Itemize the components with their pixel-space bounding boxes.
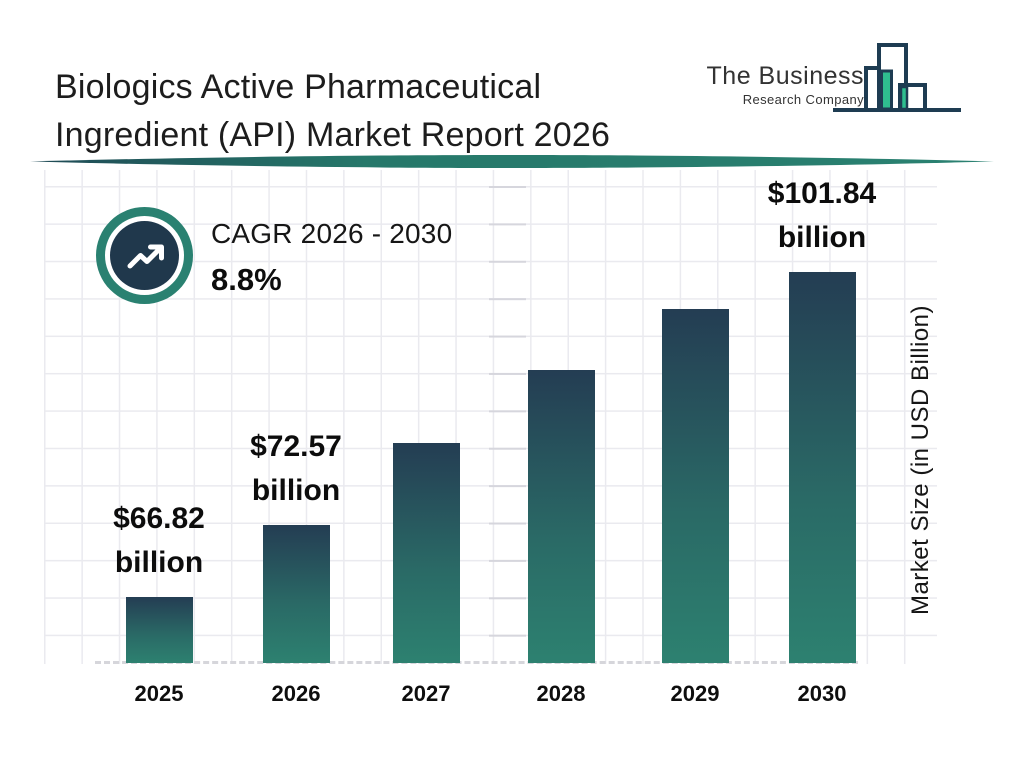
cagr-badge: [96, 207, 193, 304]
bar-2027: [392, 443, 460, 663]
logo-company-name: The Business: [706, 62, 864, 90]
cagr-label: CAGR 2026 - 2030: [211, 218, 453, 249]
x-tick-2030: 2030: [797, 681, 847, 706]
bar-2025: [125, 597, 193, 663]
bar-2026: [262, 525, 330, 663]
value-label-2030: $101.84 billion: [767, 177, 877, 254]
y-axis-title: Market Size (in USD Billion): [907, 304, 934, 616]
x-axis-baseline: [95, 661, 858, 664]
axis-tick-marks: [489, 186, 526, 639]
x-tick-2025: 2025: [134, 681, 184, 706]
bar-2030: [788, 272, 856, 663]
x-tick-2029: 2029: [670, 681, 720, 706]
logo-company-subname: Research Company: [742, 92, 864, 107]
x-tick-2026: 2026: [271, 681, 321, 706]
value-label-2026: $72.57 billion: [250, 430, 342, 507]
cagr-value: 8.8%: [211, 262, 282, 297]
logo-bars-icon: [833, 43, 961, 112]
cagr-badge-ring: [105, 216, 184, 295]
page-title: Biologics Active Pharmaceutical Ingredie…: [55, 67, 611, 154]
x-tick-2027: 2027: [401, 681, 451, 706]
trending-up-icon: [127, 244, 164, 268]
cagr-badge-circle: [110, 221, 179, 290]
x-tick-2028: 2028: [536, 681, 586, 706]
value-label-2025: $66.82 billion: [113, 502, 205, 579]
bar-2028: [527, 370, 595, 663]
header-divider: [30, 155, 994, 168]
bar-2029: [661, 309, 729, 663]
